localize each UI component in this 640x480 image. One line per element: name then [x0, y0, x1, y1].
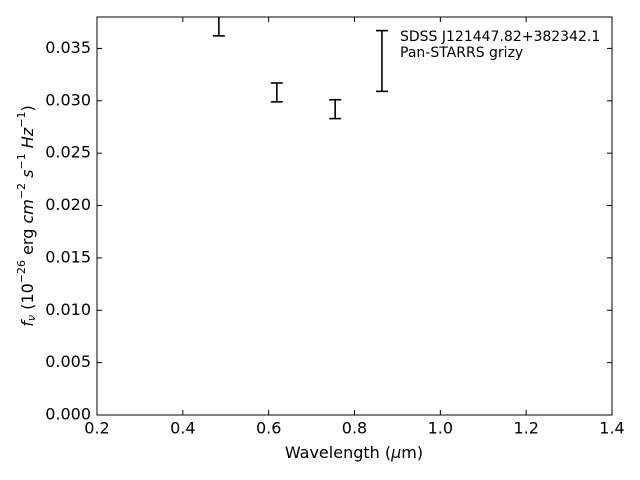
y-label-part: cm — [18, 199, 37, 223]
y-label-part: −1 — [15, 112, 28, 128]
legend-text: Pan-STARRS grizy — [400, 45, 523, 61]
x-tick-label: 0.2 — [84, 419, 109, 438]
x-tick-label: 1.4 — [599, 419, 624, 438]
y-tick-label: 0.020 — [45, 195, 91, 214]
x-tick-label: 1.0 — [428, 419, 453, 438]
y-tick-label: 0.030 — [45, 90, 91, 109]
y-tick-label: 0.010 — [45, 300, 91, 319]
y-label-part: (10 — [18, 283, 37, 315]
y-label-part: erg — [18, 224, 37, 260]
y-label-part: ) — [18, 105, 37, 111]
plot-area — [212, 17, 388, 120]
y-label-part: −1 — [15, 153, 28, 169]
error-bar — [270, 82, 283, 103]
plot-frame — [96, 16, 613, 416]
y-tick-label: 0.015 — [45, 247, 91, 266]
error-bar — [329, 98, 342, 120]
legend-text: SDSS J121447.82+382342.1 — [400, 29, 600, 45]
x-label-part: Wavelength ( — [285, 443, 391, 462]
error-bar — [212, 17, 225, 37]
y-axis-label: fν (10−26 erg cm−2 s−1 Hz−1) — [15, 105, 38, 326]
y-label-part: ν — [25, 315, 38, 321]
y-label-part: s — [18, 170, 37, 178]
x-tick-label: 0.6 — [256, 419, 281, 438]
y-tick-label: 0.025 — [45, 143, 91, 162]
y-tick-label: 0.035 — [45, 38, 91, 57]
y-label-part: −2 — [15, 183, 28, 199]
y-label-part: Hz — [18, 127, 37, 148]
error-bar — [375, 29, 388, 93]
x-label-part: μ — [390, 443, 401, 462]
y-tick-label: 0.005 — [45, 352, 91, 371]
y-label-part: f — [18, 319, 37, 327]
x-axis-label: Wavelength (μm) — [285, 443, 423, 462]
x-tick-label: 0.4 — [170, 419, 195, 438]
x-tick-label: 1.2 — [513, 419, 538, 438]
y-tick-label: 0.000 — [45, 405, 91, 424]
y-label-part: −26 — [15, 260, 28, 283]
x-label-part: m) — [401, 443, 423, 462]
x-tick-label: 0.8 — [342, 419, 367, 438]
